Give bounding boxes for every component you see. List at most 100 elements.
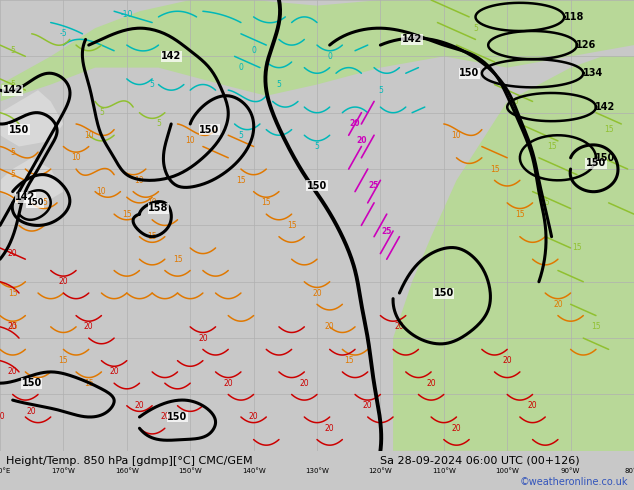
Text: 15: 15 [172,255,183,264]
Text: 10: 10 [185,136,195,146]
Text: 142: 142 [161,51,181,61]
Text: 0: 0 [238,63,243,72]
Text: 15: 15 [122,210,132,219]
Text: 150: 150 [9,124,29,135]
Text: Sa 28-09-2024 06:00 UTC (00+126): Sa 28-09-2024 06:00 UTC (00+126) [380,456,580,466]
Text: 150: 150 [595,153,616,163]
Text: 180°E: 180°E [0,467,11,474]
Text: 10: 10 [71,153,81,162]
Text: 5: 5 [473,24,478,33]
Text: 5: 5 [10,80,15,89]
Polygon shape [0,0,634,101]
Text: 150: 150 [22,378,42,388]
Text: 20: 20 [502,356,512,365]
Text: 5: 5 [10,147,15,157]
Text: 20: 20 [8,322,18,331]
Text: 15: 15 [287,221,297,230]
Text: 5: 5 [276,80,281,89]
Text: 100°W: 100°W [495,467,519,474]
Text: 142: 142 [595,102,616,112]
Text: 142: 142 [3,85,23,95]
Text: 134: 134 [583,68,603,78]
Text: 20: 20 [363,401,373,410]
Text: 20: 20 [394,322,404,331]
Text: 20: 20 [299,379,309,388]
Text: 126: 126 [576,40,597,50]
Text: 142: 142 [402,34,422,45]
Text: -5: -5 [60,29,67,38]
Text: 25: 25 [382,226,392,236]
Text: 120°W: 120°W [368,467,392,474]
Text: 10: 10 [134,176,145,185]
Text: 15: 15 [261,198,271,207]
Text: 80°W: 80°W [624,467,634,474]
Text: 150: 150 [586,158,606,169]
Text: 118: 118 [564,12,584,22]
Text: 15: 15 [489,165,500,173]
Text: 15: 15 [147,232,157,241]
Text: 20: 20 [249,413,259,421]
Text: 15: 15 [515,210,525,219]
Text: 150: 150 [307,181,327,191]
Text: 20: 20 [350,120,360,128]
Text: 25: 25 [369,181,379,191]
Text: 5: 5 [42,198,47,207]
Text: 20: 20 [0,413,5,421]
Text: 10: 10 [451,131,462,140]
Polygon shape [0,90,63,147]
Text: 20: 20 [451,424,462,433]
Text: 20: 20 [426,379,436,388]
Text: 10: 10 [508,97,519,106]
Text: 130°W: 130°W [305,467,329,474]
Text: 20: 20 [325,424,335,433]
Text: 10: 10 [96,187,107,196]
Text: 90°W: 90°W [561,467,580,474]
Text: 20: 20 [8,249,18,258]
Polygon shape [0,158,63,203]
Text: 20: 20 [325,322,335,331]
Text: 150: 150 [459,68,479,78]
Text: 142: 142 [15,192,36,202]
Polygon shape [476,383,634,451]
Text: 20: 20 [356,136,366,146]
Text: 140°W: 140°W [242,467,266,474]
Text: 20: 20 [223,379,233,388]
Text: 15: 15 [236,176,246,185]
Text: 160°W: 160°W [115,467,139,474]
Text: 150°W: 150°W [178,467,202,474]
Polygon shape [393,56,634,451]
Text: 15: 15 [572,244,582,252]
Text: -10: -10 [120,10,133,19]
Text: 150: 150 [434,288,454,298]
Text: 20: 20 [198,334,208,343]
Text: 15: 15 [591,322,601,331]
Text: 5: 5 [10,170,15,179]
Text: 20: 20 [8,368,18,376]
Text: 15: 15 [58,356,68,365]
Text: 20: 20 [27,407,37,416]
Text: 15: 15 [604,125,614,134]
Text: 20: 20 [553,300,563,309]
Text: ©weatheronline.co.uk: ©weatheronline.co.uk [519,477,628,487]
Text: 150: 150 [26,198,44,207]
Text: 5: 5 [238,131,243,140]
Text: 10: 10 [147,198,157,207]
Text: 5: 5 [99,108,104,117]
Text: 15: 15 [547,142,557,151]
Text: 15: 15 [8,322,18,331]
Text: 20: 20 [160,413,170,421]
Text: 20: 20 [312,289,322,297]
Text: 5: 5 [150,80,155,89]
Text: 0: 0 [327,52,332,61]
Text: 10: 10 [84,131,94,140]
Text: 20: 20 [58,277,68,286]
Text: 20: 20 [84,322,94,331]
Text: 170°W: 170°W [51,467,75,474]
Text: 150: 150 [199,124,219,135]
Text: 5: 5 [156,120,161,128]
Text: 15: 15 [540,198,550,207]
Text: 20: 20 [109,368,119,376]
Text: 20: 20 [134,401,145,410]
Text: 5: 5 [378,86,383,95]
Text: 0: 0 [251,46,256,55]
